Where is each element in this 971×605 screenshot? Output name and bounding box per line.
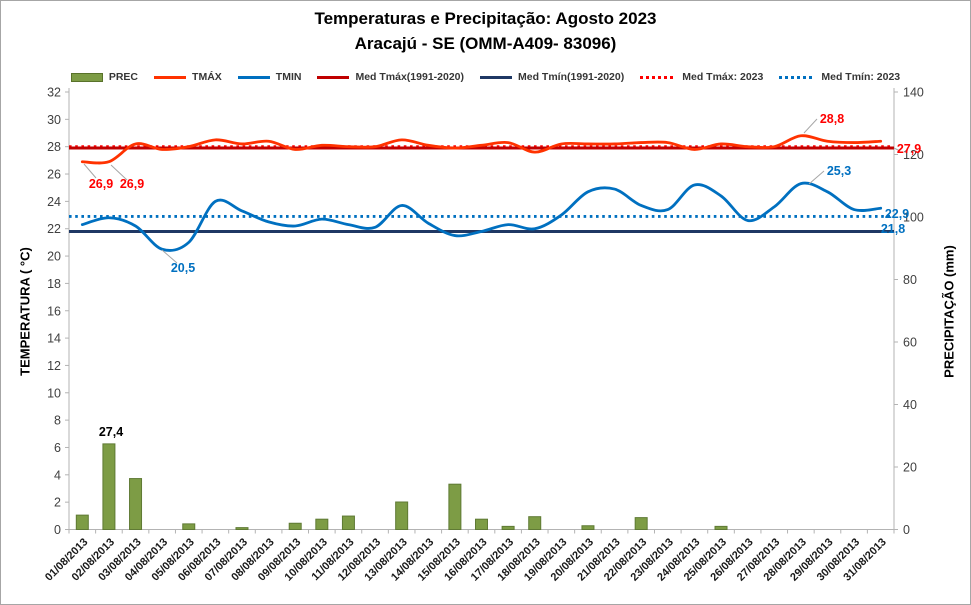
right-axis-tick-label: 120 [903,148,924,162]
left-axis-tick-label: 14 [47,332,61,346]
legend-label: Med Tmáx(1991-2020) [355,71,465,83]
annotation-leader [83,163,97,179]
left-axis-tick-label: 22 [47,222,61,236]
chart-title-line2: Aracajú - SE (OMM-A409- 83096) [354,34,617,53]
left-axis-tick-label: 0 [54,523,61,537]
data-label: 21,8 [881,222,905,236]
annotation-leader [808,170,825,185]
bar-prec [288,522,302,530]
left-axis-tick-label: 30 [47,113,61,127]
chart-legend: PREC TMÁX TMIN Med Tmáx(1991-2020) Med Tmín(… [1,67,970,87]
legend-marker-line [480,75,513,79]
legend-item: Med Tmín(1991-2020) [480,71,624,83]
legend-marker-line [237,75,270,79]
bar-prec [475,518,488,530]
legend-label: TMÁX [192,71,222,83]
legend-marker-line [317,75,350,79]
line-tm-x [80,134,883,165]
left-axis-tick-label: 10 [47,386,61,400]
left-axis-tick-label: 32 [47,86,61,100]
left-axis-tick-label: 2 [54,496,61,510]
bar-prec [448,483,462,530]
left-axis-tick-label: 16 [47,304,61,318]
bar-prec [102,443,116,530]
right-axis-tick-label: 20 [903,461,917,475]
legend-marker-dots [779,75,816,79]
bar-prec [182,523,196,530]
data-label: 27,9 [897,142,921,156]
legend-label: TMIN [275,71,302,83]
data-label: 26,9 [120,177,144,191]
annotation-leader [893,147,901,152]
left-axis-tick-label: 18 [47,277,61,291]
left-axis-tick-label: 4 [54,468,61,482]
bar-prec [714,525,728,530]
legend-marker-line [154,75,187,79]
bar-prec [75,514,89,530]
left-axis-tick-label: 28 [47,140,61,154]
bar-prec [341,515,355,530]
data-label: 25,3 [827,164,851,178]
data-label: 28,8 [820,112,844,126]
bar-prec [528,516,542,530]
right-axis-tick-label: 60 [903,336,917,350]
legend-item: Med Tmín: 2023 [779,71,900,83]
right-axis-tick-label: 100 [903,211,924,225]
right-axis-tick-label: 140 [903,86,924,100]
annotation-leader [110,164,128,181]
legend-item: TMÁX [154,71,222,83]
bar-prec [235,527,249,530]
bar-prec [315,518,329,530]
annotation-leader [161,249,178,264]
annotation-leader [803,118,818,134]
left-axis-tick-label: 20 [47,250,61,264]
left-axis-tick-label: 6 [54,441,61,455]
legend-item: Med Tmáx: 2023 [640,71,763,83]
bar-prec [581,525,595,530]
bar-prec [129,478,143,530]
right-axis-tick-label: 40 [903,398,917,412]
legend-item: Med Tmáx(1991-2020) [317,71,464,83]
left-axis-tick-label: 12 [47,359,61,373]
bar-prec [634,517,648,530]
legend-label: PREC [108,71,139,83]
legend-marker-dots [640,75,677,79]
data-label: 20,5 [171,261,195,275]
bar-prec [395,501,409,530]
legend-item: PREC [70,71,139,83]
left-axis-tick-label: 26 [47,168,61,182]
left-axis-tick-label: 8 [54,414,61,428]
chart-title-line1: Temperaturas e Precipitação: Agosto 2023 [314,9,657,28]
left-axis-tick-label: 24 [47,195,61,209]
data-label: 26,9 [89,177,113,191]
right-axis-tick-label: 0 [903,523,910,537]
right-axis-tick-label: 80 [903,273,917,287]
legend-label: Med Tmín: 2023 [821,71,901,83]
data-label: 22,9 [885,207,909,221]
legend-item: TMIN [237,71,302,83]
line-tmin [80,181,883,252]
bar-prec [501,525,515,530]
legend-label: Med Tmáx: 2023 [682,71,764,83]
legend-label: Med Tmín(1991-2020) [518,71,625,83]
data-label: 27,4 [99,425,123,439]
legend-marker-swatch [70,72,103,82]
